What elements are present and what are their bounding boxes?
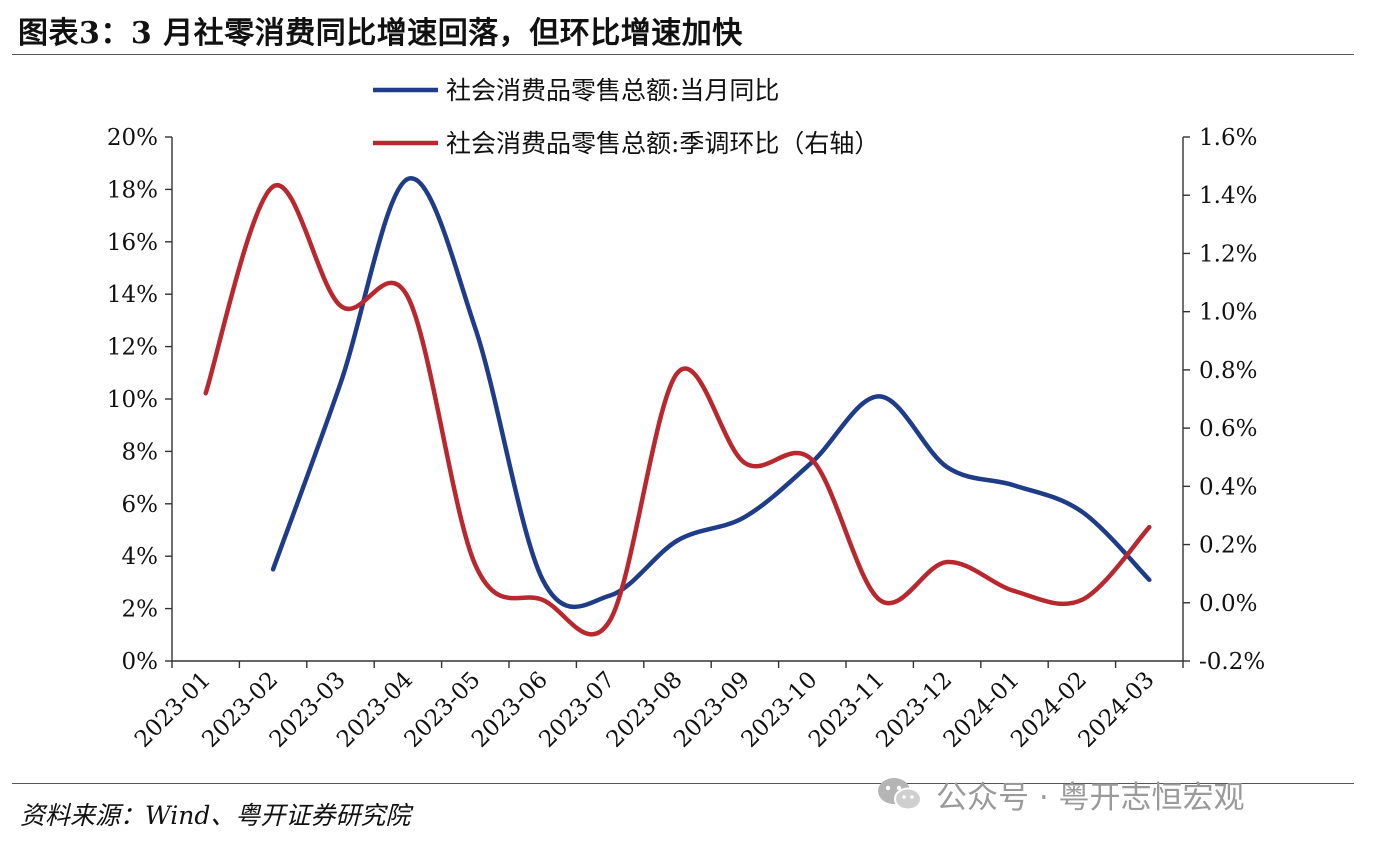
right-tick-label: 1.2% (1199, 241, 1257, 267)
right-tick-label: 1.6% (1199, 125, 1257, 151)
bottom-rule (12, 783, 1354, 784)
right-tick-label: 0.2% (1199, 533, 1257, 559)
right-tick-label: 0.8% (1199, 358, 1257, 384)
left-tick-label: 8% (122, 439, 159, 465)
legend-label-2: 社会消费品零售总额:季调环比（右轴） (446, 129, 879, 158)
wechat-icon (878, 778, 922, 811)
series-lines (203, 176, 1152, 637)
series-line-2 (203, 183, 1152, 637)
left-tick-label: 16% (107, 230, 158, 256)
right-tick-label: 0.0% (1199, 591, 1257, 617)
right-tick-label: -0.2% (1199, 649, 1265, 675)
left-tick-label: 0% (122, 649, 159, 675)
chart-title: 图表3：3 月社零消费同比增速回落，但环比增速加快 (18, 16, 743, 51)
left-tick-label: 12% (107, 335, 158, 361)
left-tick-label: 6% (122, 492, 159, 518)
right-tick-label: 1.0% (1199, 300, 1257, 326)
top-rule (12, 54, 1354, 55)
right-tick-label: 1.4% (1199, 183, 1257, 209)
left-tick-label: 18% (107, 177, 158, 203)
axes: 0% 2% 4% 6% 8% 10% 12% 14% 16% 18% 20% -0.2% 0.0% 0.2… (107, 125, 1265, 753)
left-tick-label: 2% (122, 597, 159, 623)
watermark-text: 公众号 · 粤开志恒宏观 (936, 779, 1245, 816)
source-note: 资料来源：Wind、粤开证券研究院 (20, 801, 411, 830)
series-line-1 (270, 176, 1152, 610)
left-tick-label: 4% (122, 544, 159, 570)
left-tick-label: 14% (107, 282, 158, 308)
left-tick-label: 20% (107, 125, 158, 151)
watermark: 公众号 · 粤开志恒宏观 (874, 770, 1245, 818)
right-tick-label: 0.4% (1199, 474, 1257, 500)
legend-label-1: 社会消费品零售总额:当月同比 (446, 76, 779, 105)
right-tick-label: 0.6% (1199, 416, 1257, 442)
left-tick-label: 10% (107, 387, 158, 413)
